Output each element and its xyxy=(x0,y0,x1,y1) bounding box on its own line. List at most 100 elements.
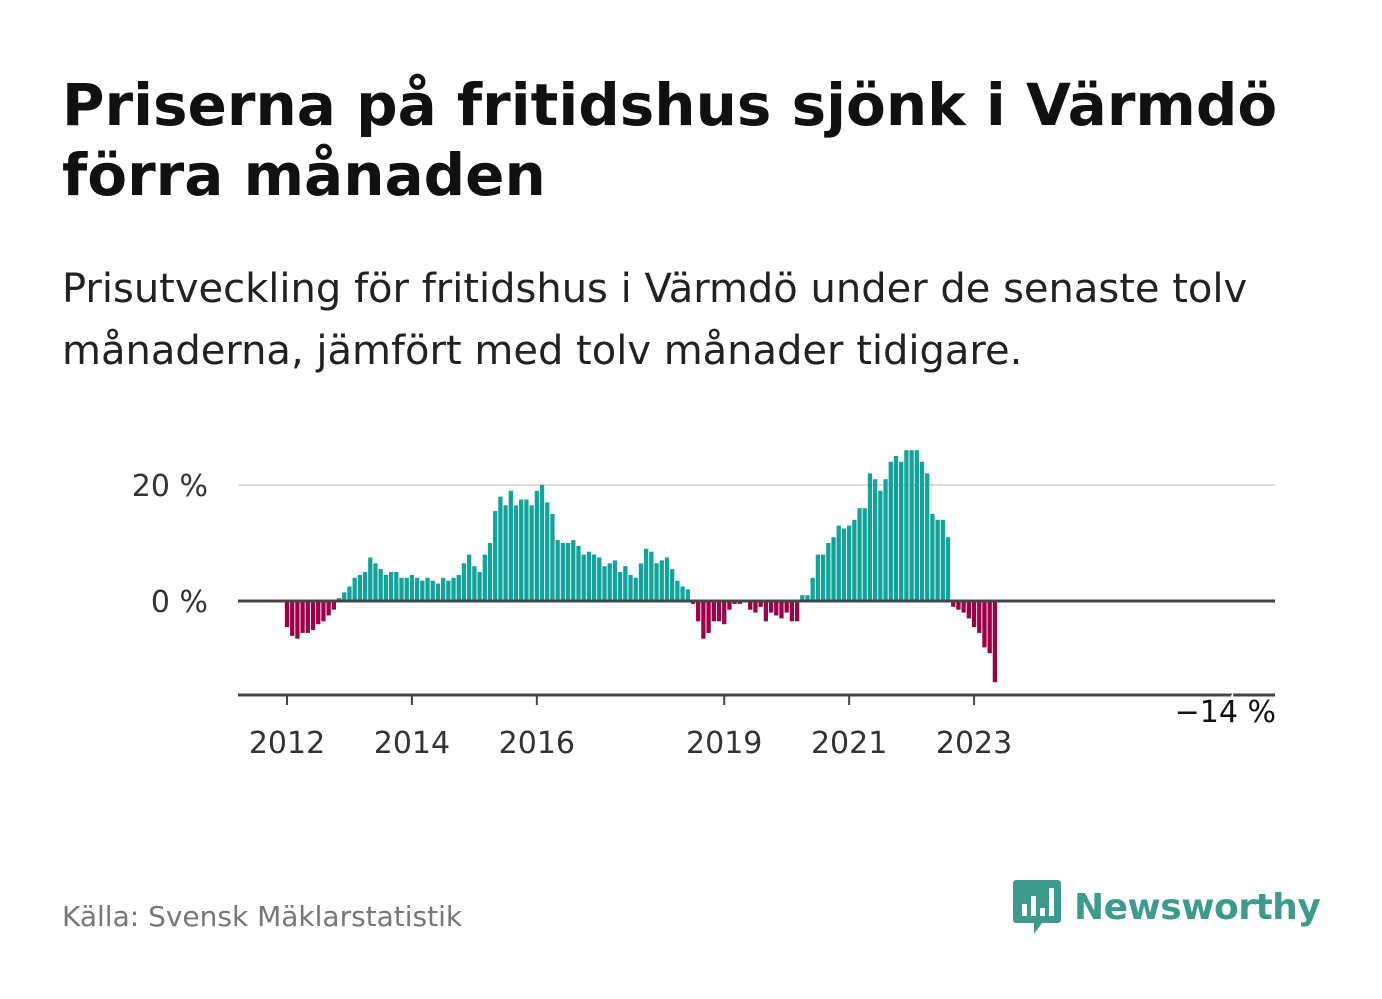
bar xyxy=(800,595,805,601)
bar xyxy=(534,490,539,601)
bar xyxy=(487,543,493,601)
bar xyxy=(617,572,623,601)
bar xyxy=(414,577,420,601)
bar xyxy=(878,490,883,601)
bar xyxy=(388,572,394,601)
bar xyxy=(472,566,477,601)
bar xyxy=(430,580,435,601)
bar xyxy=(612,560,618,601)
bar xyxy=(971,601,977,628)
bar xyxy=(779,601,784,619)
bar xyxy=(456,574,461,601)
bar xyxy=(310,601,316,630)
bar xyxy=(768,601,774,613)
bar xyxy=(477,572,482,601)
bar xyxy=(961,601,966,613)
bar xyxy=(716,601,722,622)
y-tick-label: 20 % xyxy=(132,469,208,504)
bar xyxy=(966,601,972,619)
bar xyxy=(685,589,690,601)
bar xyxy=(539,485,545,601)
axes xyxy=(238,599,1275,705)
bar xyxy=(846,525,852,601)
bar xyxy=(529,505,534,601)
bar xyxy=(867,473,873,601)
bar xyxy=(394,572,399,601)
bar xyxy=(810,577,815,601)
newsworthy-logo: Newsworthy xyxy=(1012,878,1321,936)
brand-name: Newsworthy xyxy=(1074,886,1321,928)
bar xyxy=(441,577,446,601)
bar xyxy=(565,543,571,601)
x-tick-label: 2012 xyxy=(249,726,325,761)
bar xyxy=(789,601,795,622)
bar xyxy=(763,601,769,622)
bar xyxy=(373,563,378,601)
bar xyxy=(904,450,909,601)
bar xyxy=(857,508,862,601)
bar xyxy=(300,601,305,633)
bar xyxy=(893,456,899,601)
bar xyxy=(326,601,331,616)
bar xyxy=(727,601,732,610)
bar xyxy=(940,519,945,601)
bar xyxy=(602,566,607,601)
bar xyxy=(670,569,675,601)
bar xyxy=(420,580,425,601)
bar xyxy=(654,563,659,601)
price-change-bar-chart: 0 % 20 % 2012 2014 2016 2019 2021 2023 −14 % xyxy=(132,450,1279,761)
bar xyxy=(550,514,555,601)
bar xyxy=(519,499,524,601)
bar xyxy=(378,569,383,601)
x-tick-label: 2019 xyxy=(686,726,762,761)
bar xyxy=(982,601,987,648)
bar xyxy=(706,601,711,633)
bar xyxy=(446,580,451,601)
bar xyxy=(362,572,368,601)
bar xyxy=(576,545,581,601)
bar xyxy=(545,502,550,601)
bar xyxy=(888,461,893,601)
bar xyxy=(956,601,961,610)
y-tick-label: 0 % xyxy=(151,585,208,620)
bar xyxy=(873,479,878,601)
bar xyxy=(493,511,498,601)
bar xyxy=(753,601,758,613)
bar xyxy=(633,577,638,601)
bar xyxy=(649,551,654,601)
bar xyxy=(425,577,430,601)
bar xyxy=(794,601,800,622)
bar xyxy=(586,551,592,601)
bar xyxy=(675,580,680,601)
last-value-label: −14 % xyxy=(1175,695,1276,730)
bar xyxy=(852,519,857,601)
bar xyxy=(482,554,487,601)
x-tick-label: 2023 xyxy=(936,726,1012,761)
bar xyxy=(467,554,472,601)
chart-subtitle: Prisutveckling för fritidshus i Värmdö u… xyxy=(62,266,1248,374)
bar xyxy=(862,508,867,601)
bar xyxy=(316,601,321,625)
newsworthy-logo-icon xyxy=(1013,880,1061,934)
bar xyxy=(831,537,836,601)
bar xyxy=(591,554,597,601)
bar xyxy=(909,450,914,601)
bar xyxy=(284,601,290,628)
bar xyxy=(987,601,992,654)
bar xyxy=(935,519,940,601)
bar xyxy=(784,601,789,613)
bar xyxy=(628,574,633,601)
bar xyxy=(368,557,373,601)
bar xyxy=(560,543,566,601)
bar xyxy=(607,563,612,601)
bar xyxy=(638,563,644,601)
bar xyxy=(357,574,363,601)
annotations: −14 % xyxy=(1172,692,1279,733)
x-tick-label: 2016 xyxy=(499,726,575,761)
chart-title: Priserna på fritidshus sjönk i Värmdö fö… xyxy=(62,71,1278,209)
bar xyxy=(680,586,685,601)
bar xyxy=(826,543,831,601)
bar xyxy=(623,566,628,601)
bar xyxy=(498,496,503,601)
bar xyxy=(659,560,664,601)
